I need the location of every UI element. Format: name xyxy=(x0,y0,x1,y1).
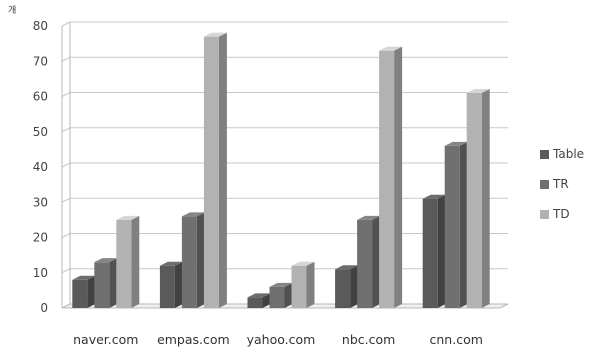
bar-table-nbc-com xyxy=(335,265,359,308)
bar-tr-empas-com xyxy=(181,212,205,308)
bar-td-cnn-com xyxy=(466,88,490,308)
legend-item-tr: TR xyxy=(540,174,596,194)
bar-table-cnn-com xyxy=(422,194,446,308)
gridline xyxy=(61,56,508,62)
legend-label: TR xyxy=(553,177,569,191)
bar-td-naver-com xyxy=(116,215,140,308)
x-tick-label: nbc.com xyxy=(342,332,395,347)
y-tick-label: 80 xyxy=(33,19,48,33)
x-tick-label: naver.com xyxy=(73,332,138,347)
legend-swatch xyxy=(540,209,549,219)
legend-item-table: Table xyxy=(540,144,596,164)
bar-table-yahoo-com xyxy=(247,293,271,308)
y-unit-label: 개 xyxy=(8,5,16,16)
gridline xyxy=(61,92,508,97)
legend-item-td: TD xyxy=(540,204,596,224)
x-tick-label: empas.com xyxy=(157,332,230,347)
legend-swatch xyxy=(540,149,549,159)
bar-td-empas-com xyxy=(203,32,227,308)
y-tick-label: 20 xyxy=(33,231,48,245)
bar-tr-yahoo-com xyxy=(269,282,293,308)
y-axis-ticks: 0 10 20 30 40 50 60 70 80 xyxy=(33,19,48,315)
bar-table-naver-com xyxy=(72,275,96,308)
y-tick-label: 10 xyxy=(33,266,48,280)
legend-label: Table xyxy=(553,147,585,161)
y-tick-label: 30 xyxy=(33,195,48,209)
bar-tr-cnn-com xyxy=(444,141,468,308)
bars xyxy=(72,32,490,309)
x-tick-label: yahoo.com xyxy=(247,332,316,347)
gridline xyxy=(61,162,508,168)
y-tick-label: 70 xyxy=(33,54,48,68)
legend: Table TR TD xyxy=(540,144,596,234)
gridline xyxy=(61,127,508,133)
x-axis-labels: naver.com empas.com yahoo.com nbc.com cnn.co… xyxy=(73,332,483,347)
legend-label: TD xyxy=(553,207,570,221)
bar-tr-nbc-com xyxy=(357,215,381,308)
bar-td-yahoo-com xyxy=(291,261,315,308)
y-tick-label: 50 xyxy=(33,125,48,139)
bar-table-empas-com xyxy=(159,261,183,308)
y-tick-label: 60 xyxy=(33,90,48,104)
y-tick-label: 40 xyxy=(33,160,48,174)
bar-td-nbc-com xyxy=(379,46,403,309)
bar-tr-naver-com xyxy=(94,258,118,308)
x-tick-label: cnn.com xyxy=(430,332,483,347)
gridline xyxy=(61,21,508,27)
y-tick-label: 0 xyxy=(40,301,48,315)
legend-swatch xyxy=(540,179,549,189)
